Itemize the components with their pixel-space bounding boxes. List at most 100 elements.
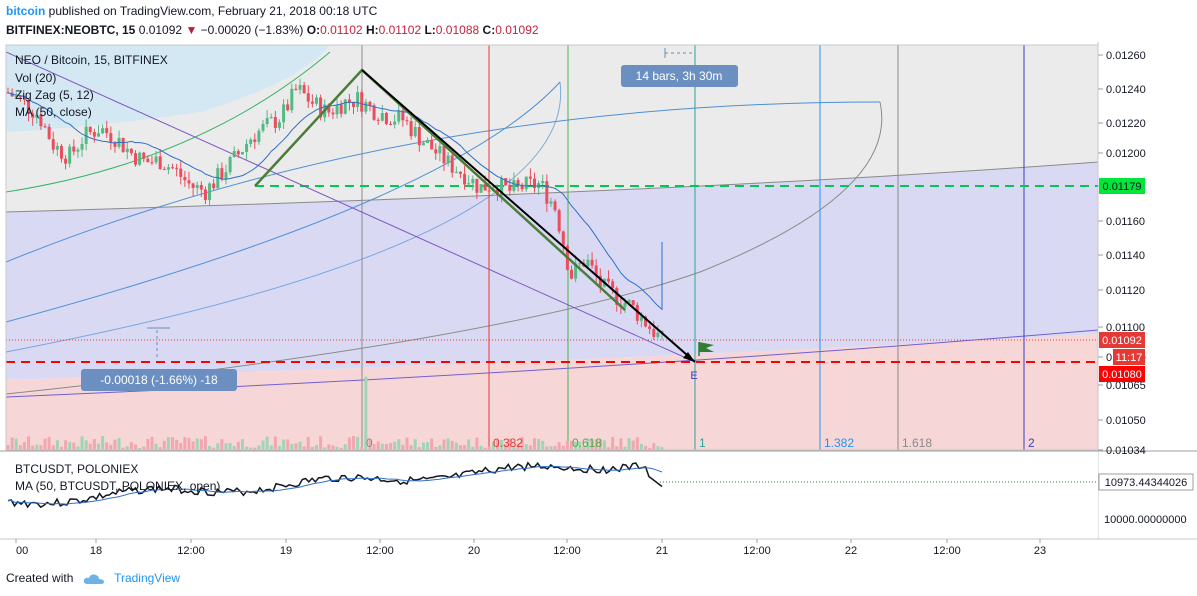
candle-body: [18, 96, 22, 98]
candle-body: [500, 178, 504, 196]
candle-body: [146, 158, 150, 163]
time-tick-label: 12:00: [933, 545, 961, 557]
candle-body: [261, 124, 265, 131]
volume-bar: [175, 439, 179, 450]
volume-bar: [430, 438, 434, 450]
volume-bar: [319, 436, 323, 450]
volume-bar: [105, 442, 109, 450]
candle-body: [356, 92, 360, 107]
candle-body: [314, 97, 318, 104]
time-tick-label: 18: [90, 545, 102, 557]
published-text: published on TradingView.com, February 2…: [45, 4, 378, 18]
volume-bar: [434, 446, 438, 450]
trend-line-purple[interactable]: [6, 51, 696, 363]
volume-bar: [195, 438, 199, 450]
legend-symbol[interactable]: NEO / Bitcoin, 15, BITFINEX: [15, 53, 168, 67]
volume-bar: [463, 445, 467, 450]
candle-body: [450, 155, 454, 173]
projection-arrow[interactable]: [361, 69, 696, 363]
candle-body: [125, 148, 129, 153]
volume-bar: [273, 436, 277, 450]
volume-bar: [397, 439, 401, 450]
legend-volume[interactable]: Vol (20): [15, 71, 56, 85]
candle-body: [22, 97, 26, 101]
volume-bar: [146, 438, 150, 450]
volume-bar: [314, 445, 318, 450]
created-with-text: Created with: [6, 571, 74, 585]
volume-bar: [475, 437, 479, 450]
candle-body: [475, 178, 479, 193]
legend-ma[interactable]: MA (50, close): [15, 105, 92, 119]
tradingview-link[interactable]: TradingView: [114, 571, 181, 585]
volume-bar: [623, 446, 627, 450]
volume-bar: [306, 436, 310, 450]
volume-bar: [574, 441, 578, 450]
volume-bar: [356, 437, 360, 450]
volume-bar: [524, 444, 528, 450]
main-pane[interactable]: 14 bars, 3h 30m -0.00018 (-1.66%) -18 E …: [6, 45, 1098, 450]
candle-body: [339, 104, 343, 114]
candle-body: [245, 143, 249, 152]
candle-body: [286, 104, 290, 111]
time-tick-label: 12:00: [743, 545, 771, 557]
candle-body: [376, 119, 380, 121]
range-tool[interactable]: -0.00018 (-1.66%) -18: [81, 327, 237, 391]
candle-body: [88, 126, 92, 133]
candle-body: [590, 259, 594, 266]
candle-body: [578, 263, 582, 265]
volume-bar: [269, 445, 273, 450]
candle-body: [59, 145, 63, 159]
volume-bar: [240, 439, 244, 450]
volume-bar: [199, 439, 203, 450]
candle-body: [142, 152, 146, 159]
volume-bar: [570, 440, 574, 450]
volume-bar: [549, 446, 553, 450]
candle-body: [537, 183, 541, 189]
lower-legend-symbol[interactable]: BTCUSDT, POLONIEX: [15, 462, 138, 476]
flag-icon[interactable]: [698, 342, 714, 356]
chart-canvas[interactable]: 14 bars, 3h 30m -0.00018 (-1.66%) -18 E …: [0, 42, 1197, 569]
volume-bar: [500, 440, 504, 450]
candle-body: [458, 171, 462, 174]
candle-body: [175, 168, 179, 170]
candle-body: [212, 183, 216, 189]
tradingview-cloud-icon: [83, 574, 104, 584]
volume-bar: [203, 436, 207, 450]
candle-body: [240, 151, 244, 155]
volume-bar: [72, 442, 76, 450]
candle-body: [639, 316, 643, 321]
publish-line: bitcoin published on TradingView.com, Fe…: [6, 4, 377, 18]
legend-zigzag[interactable]: Zig Zag (5, 12): [15, 88, 94, 102]
candle-body: [483, 184, 487, 191]
volume-bar: [109, 444, 113, 450]
price-axis[interactable]: 0.012600.012400.012200.012000.011800.011…: [1098, 50, 1146, 457]
volume-bar: [586, 438, 590, 450]
volume-bar: [302, 446, 306, 450]
candle-body: [623, 302, 627, 308]
candle-body: [479, 184, 483, 193]
volume-bar: [565, 440, 569, 450]
volume-bar: [619, 438, 623, 450]
time-axis[interactable]: 00 18 12:00 19 12:00 20 12:00 21 12:00 22 12:00 23: [15, 539, 1046, 557]
candle-body: [55, 145, 59, 150]
volume-bar: [467, 439, 471, 450]
lower-legend-ma[interactable]: MA (50, BTCUSDT, POLONIEX, open): [15, 479, 220, 493]
author-link[interactable]: bitcoin: [6, 4, 46, 18]
candle-body: [372, 105, 376, 120]
volume-bar: [401, 444, 405, 450]
volume-bar: [6, 445, 10, 450]
volume-bar: [537, 438, 541, 450]
candle-body: [426, 139, 430, 143]
volume-bar: [10, 437, 14, 450]
lower-pane[interactable]: BTCUSDT, POLONIEX MA (50, BTCUSDT, POLON…: [6, 452, 1098, 538]
btc-ma-line: [7, 465, 663, 505]
measure-tool[interactable]: 14 bars, 3h 30m: [621, 48, 738, 87]
candle-body: [109, 133, 113, 143]
price-tick-label: 0.01160: [1106, 216, 1145, 228]
candle-body: [570, 269, 574, 279]
badge-green-level: 0.01179: [1103, 181, 1142, 193]
volume-bar: [545, 446, 549, 450]
badge-green-bg: [1099, 178, 1145, 194]
candle-body: [101, 128, 105, 134]
volume-bar: [520, 436, 524, 450]
